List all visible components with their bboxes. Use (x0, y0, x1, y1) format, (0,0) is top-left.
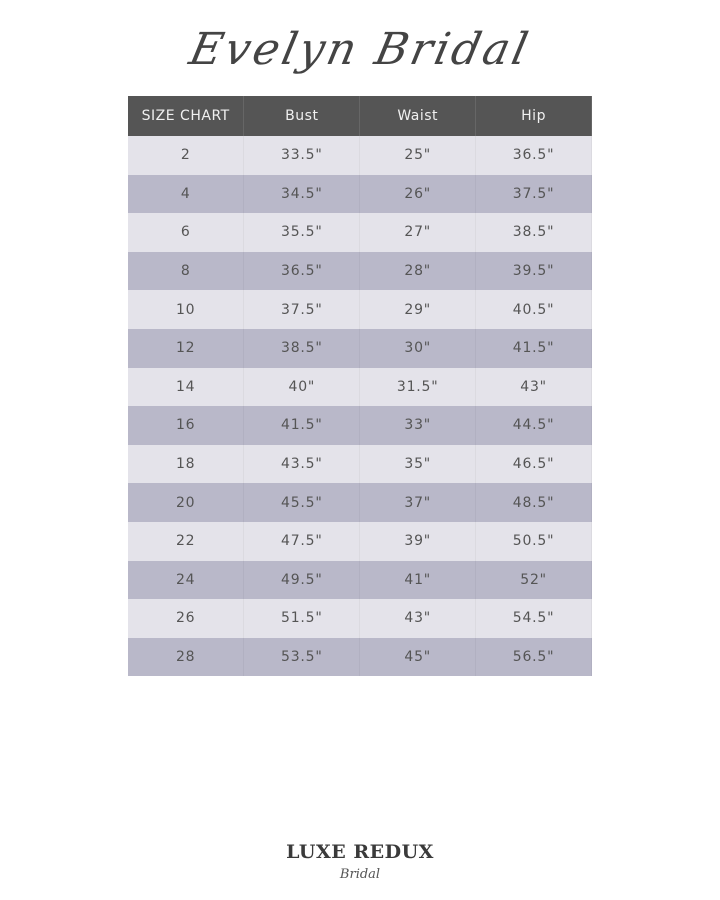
cell-bust: 47.5" (243, 521, 361, 561)
cell-waist: 30" (359, 328, 477, 368)
table-row: 2 33.5" 25" 36.5" (128, 136, 592, 175)
cell-size: 28 (128, 637, 245, 677)
cell-size: 22 (128, 521, 245, 561)
table-row: 6 35.5" 27" 38.5" (128, 213, 592, 252)
cell-size: 20 (128, 483, 245, 522)
cell-bust: 40" (243, 367, 361, 407)
size-chart-table: SIZE CHART Bust Waist Hip 2 33.5" 25" 36.5"… (128, 96, 592, 677)
cell-bust: 35.5" (243, 213, 361, 252)
cell-hip: 39.5" (475, 251, 592, 291)
table-row: 18 43.5" 35" 46.5" (128, 444, 592, 484)
table-row: 28 53.5" 45" 56.5" (128, 637, 592, 677)
cell-waist: 26" (359, 174, 477, 214)
cell-bust: 33.5" (243, 136, 361, 175)
header-waist: Waist (359, 96, 477, 136)
cell-hip: 37.5" (475, 174, 592, 214)
cell-hip: 56.5" (475, 637, 592, 677)
cell-bust: 38.5" (243, 328, 361, 368)
table-row: 24 49.5" 41" 52" (128, 560, 592, 600)
cell-bust: 41.5" (243, 406, 361, 445)
cell-hip: 40.5" (475, 290, 592, 329)
cell-waist: 37" (359, 483, 477, 522)
cell-bust: 49.5" (243, 560, 361, 600)
cell-waist: 45" (359, 637, 477, 677)
cell-hip: 36.5" (475, 136, 592, 175)
cell-bust: 37.5" (243, 290, 361, 329)
cell-size: 18 (128, 444, 245, 484)
table-row: 26 51.5" 43" 54.5" (128, 599, 592, 638)
cell-hip: 44.5" (475, 406, 592, 445)
cell-bust: 43.5" (243, 444, 361, 484)
cell-waist: 27" (359, 213, 477, 252)
cell-hip: 38.5" (475, 213, 592, 252)
cell-bust: 51.5" (243, 599, 361, 638)
cell-hip: 48.5" (475, 483, 592, 522)
header-bust: Bust (243, 96, 361, 136)
logo-sub: Bridal (339, 867, 381, 882)
cell-waist: 41" (359, 560, 477, 600)
cell-hip: 43" (475, 367, 592, 407)
cell-size: 8 (128, 251, 245, 291)
cell-waist: 29" (359, 290, 477, 329)
cell-size: 16 (128, 406, 245, 445)
cell-size: 24 (128, 560, 245, 600)
cell-hip: 46.5" (475, 444, 592, 484)
cell-waist: 33" (359, 406, 477, 445)
table-row: 20 45.5" 37" 48.5" (128, 483, 592, 522)
table-row: 12 38.5" 30" 41.5" (128, 328, 592, 368)
cell-bust: 36.5" (243, 251, 361, 291)
table-header: SIZE CHART Bust Waist Hip (128, 96, 592, 136)
cell-waist: 28" (359, 251, 477, 291)
cell-hip: 50.5" (475, 521, 592, 561)
logo-main: LUXE REDUX (286, 841, 434, 863)
cell-size: 14 (128, 367, 245, 407)
page-title: Evelyn Bridal (185, 24, 536, 75)
cell-hip: 52" (475, 560, 592, 600)
cell-hip: 54.5" (475, 599, 592, 638)
header-size: SIZE CHART (128, 96, 245, 136)
cell-waist: 25" (359, 136, 477, 175)
cell-waist: 35" (359, 444, 477, 484)
cell-size: 4 (128, 174, 245, 214)
cell-hip: 41.5" (475, 328, 592, 368)
header-hip: Hip (475, 96, 592, 136)
cell-size: 12 (128, 328, 245, 368)
table-row: 4 34.5" 26" 37.5" (128, 174, 592, 214)
cell-bust: 45.5" (243, 483, 361, 522)
cell-waist: 43" (359, 599, 477, 638)
table-row: 16 41.5" 33" 44.5" (128, 406, 592, 445)
table-row: 8 36.5" 28" 39.5" (128, 251, 592, 291)
cell-waist: 31.5" (359, 367, 477, 407)
cell-size: 6 (128, 213, 245, 252)
cell-size: 26 (128, 599, 245, 638)
luxe-redux-logo: LUXE REDUX Bridal (0, 840, 720, 884)
cell-waist: 39" (359, 521, 477, 561)
cell-bust: 34.5" (243, 174, 361, 214)
table-row: 14 40" 31.5" 43" (128, 367, 592, 407)
cell-size: 10 (128, 290, 245, 329)
table-row: 10 37.5" 29" 40.5" (128, 290, 592, 329)
table-row: 22 47.5" 39" 50.5" (128, 521, 592, 561)
cell-bust: 53.5" (243, 637, 361, 677)
cell-size: 2 (128, 136, 245, 175)
